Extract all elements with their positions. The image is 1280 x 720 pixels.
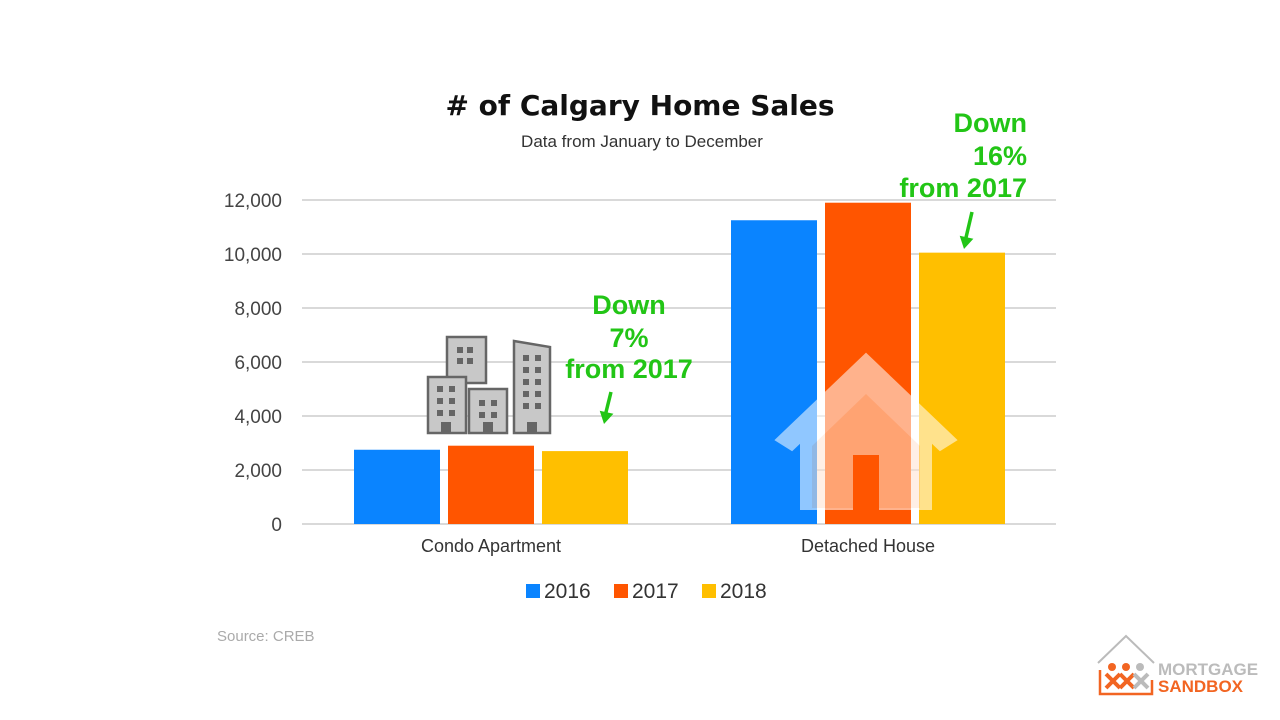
y-tick-label: 8,000 xyxy=(234,299,282,320)
annotation-text: Down xyxy=(954,108,1028,138)
annotation-text: Down xyxy=(592,290,666,320)
y-tick-label: 4,000 xyxy=(234,407,282,428)
y-tick-label: 6,000 xyxy=(234,353,282,374)
legend-label: 2016 xyxy=(544,580,591,603)
legend: 2016 2017 2018 xyxy=(526,580,767,603)
category-label: Condo Apartment xyxy=(421,536,561,556)
annotation-text: 16% xyxy=(973,141,1027,171)
y-tick-label: 2,000 xyxy=(234,461,282,482)
bar-2016-0 xyxy=(354,449,440,524)
legend-label: 2017 xyxy=(632,580,679,603)
legend-swatch-2018 xyxy=(702,584,716,598)
apartment-buildings-icon xyxy=(426,335,552,435)
annotation-arrow-shaft xyxy=(963,211,974,242)
chart-subtitle: Data from January to December xyxy=(521,132,763,151)
bar-2017-0 xyxy=(448,445,534,524)
legend-swatch-2017 xyxy=(614,584,628,598)
x-axis-categories: Condo Apartment Detached House xyxy=(421,536,935,556)
y-axis-ticks: 0 2,000 4,000 6,000 8,000 10,000 12,000 xyxy=(224,191,282,536)
y-tick-label: 0 xyxy=(271,515,282,536)
annotation-text: 7% xyxy=(609,323,648,353)
logo-line1: MORTGAGE xyxy=(1158,660,1258,679)
house-icon xyxy=(774,352,958,510)
source-note: Source: CREB xyxy=(217,628,315,645)
bar-2018-1 xyxy=(919,252,1005,524)
annotation-text: from 2017 xyxy=(565,354,693,384)
chart-title: # of Calgary Home Sales xyxy=(445,89,834,122)
house-door-shape xyxy=(853,455,879,510)
annotation-arrow-shaft xyxy=(603,391,613,417)
y-tick-label: 12,000 xyxy=(224,191,282,212)
logo-line2: SANDBOX xyxy=(1158,677,1244,696)
legend-swatch-2016 xyxy=(526,584,540,598)
annotation-arrow-head xyxy=(599,410,614,424)
category-label: Detached House xyxy=(801,536,935,556)
y-tick-label: 10,000 xyxy=(224,245,282,266)
bar-2018-0 xyxy=(542,451,628,524)
mortgage-sandbox-logo: MORTGAGE SANDBOX xyxy=(1097,634,1258,696)
annotation-text: from 2017 xyxy=(899,173,1027,203)
legend-label: 2018 xyxy=(720,580,767,603)
annotation-arrow-head xyxy=(959,235,974,249)
